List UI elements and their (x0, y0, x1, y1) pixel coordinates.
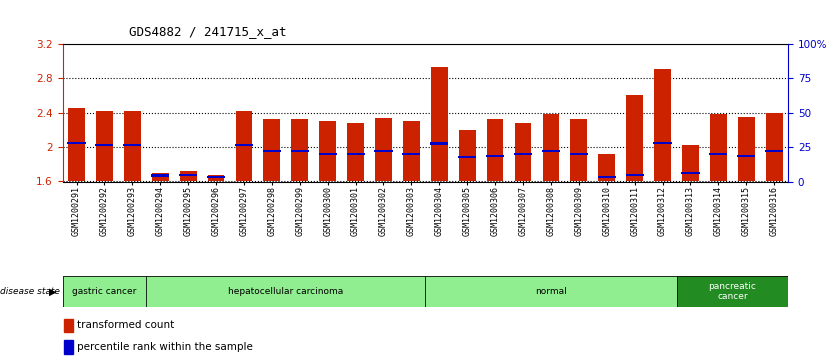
Bar (208, 175, 224, 182)
Bar (676, 276, 788, 307)
Bar (626, 174, 644, 176)
Bar (235, 111, 253, 182)
Bar (515, 123, 531, 182)
Bar (681, 172, 700, 174)
Bar (63, 276, 146, 307)
Bar (654, 69, 671, 182)
Bar (709, 153, 727, 155)
Bar (682, 145, 699, 182)
Bar (124, 111, 141, 182)
Text: transformed count: transformed count (77, 321, 174, 330)
Bar (264, 119, 280, 182)
Bar (598, 154, 615, 182)
Bar (598, 176, 615, 178)
Bar (319, 153, 337, 155)
Bar (543, 114, 560, 182)
Text: GDS4882 / 241715_x_at: GDS4882 / 241715_x_at (129, 25, 287, 38)
Bar (263, 150, 281, 152)
Bar (542, 150, 560, 152)
Bar (151, 174, 169, 176)
Bar (514, 153, 532, 155)
Bar (375, 118, 392, 182)
Bar (459, 130, 475, 182)
Text: normal: normal (535, 287, 567, 296)
Bar (146, 276, 425, 307)
Bar (431, 67, 448, 182)
Bar (96, 111, 113, 182)
Text: gastric cancer: gastric cancer (73, 287, 137, 296)
Bar (152, 173, 168, 182)
Bar (235, 144, 253, 146)
Bar (710, 114, 726, 182)
Bar (95, 144, 113, 146)
Bar (570, 119, 587, 182)
Bar (626, 95, 643, 182)
Bar (374, 150, 393, 152)
Text: ▶: ▶ (49, 286, 57, 297)
Bar (179, 174, 197, 176)
Bar (737, 155, 756, 157)
Bar (291, 119, 308, 182)
Bar (766, 113, 782, 182)
Bar (765, 150, 783, 152)
Bar (738, 117, 755, 182)
Bar (430, 143, 449, 144)
Bar (486, 155, 505, 157)
Bar (291, 150, 309, 152)
Bar (425, 276, 676, 307)
Bar (402, 153, 420, 155)
Bar (64, 319, 73, 332)
Bar (68, 142, 86, 144)
Bar (319, 121, 336, 182)
Text: hepatocellular carcinoma: hepatocellular carcinoma (229, 287, 344, 296)
Bar (403, 121, 420, 182)
Bar (123, 144, 142, 146)
Bar (654, 142, 671, 144)
Bar (458, 156, 476, 158)
Bar (180, 171, 197, 182)
Bar (487, 119, 504, 182)
Text: pancreatic
cancer: pancreatic cancer (708, 282, 756, 301)
Bar (207, 176, 225, 178)
Bar (346, 153, 364, 155)
Bar (570, 153, 588, 155)
Bar (64, 340, 73, 354)
Bar (68, 108, 85, 182)
Text: percentile rank within the sample: percentile rank within the sample (77, 342, 253, 352)
Bar (347, 123, 364, 182)
Text: disease state: disease state (0, 287, 60, 296)
